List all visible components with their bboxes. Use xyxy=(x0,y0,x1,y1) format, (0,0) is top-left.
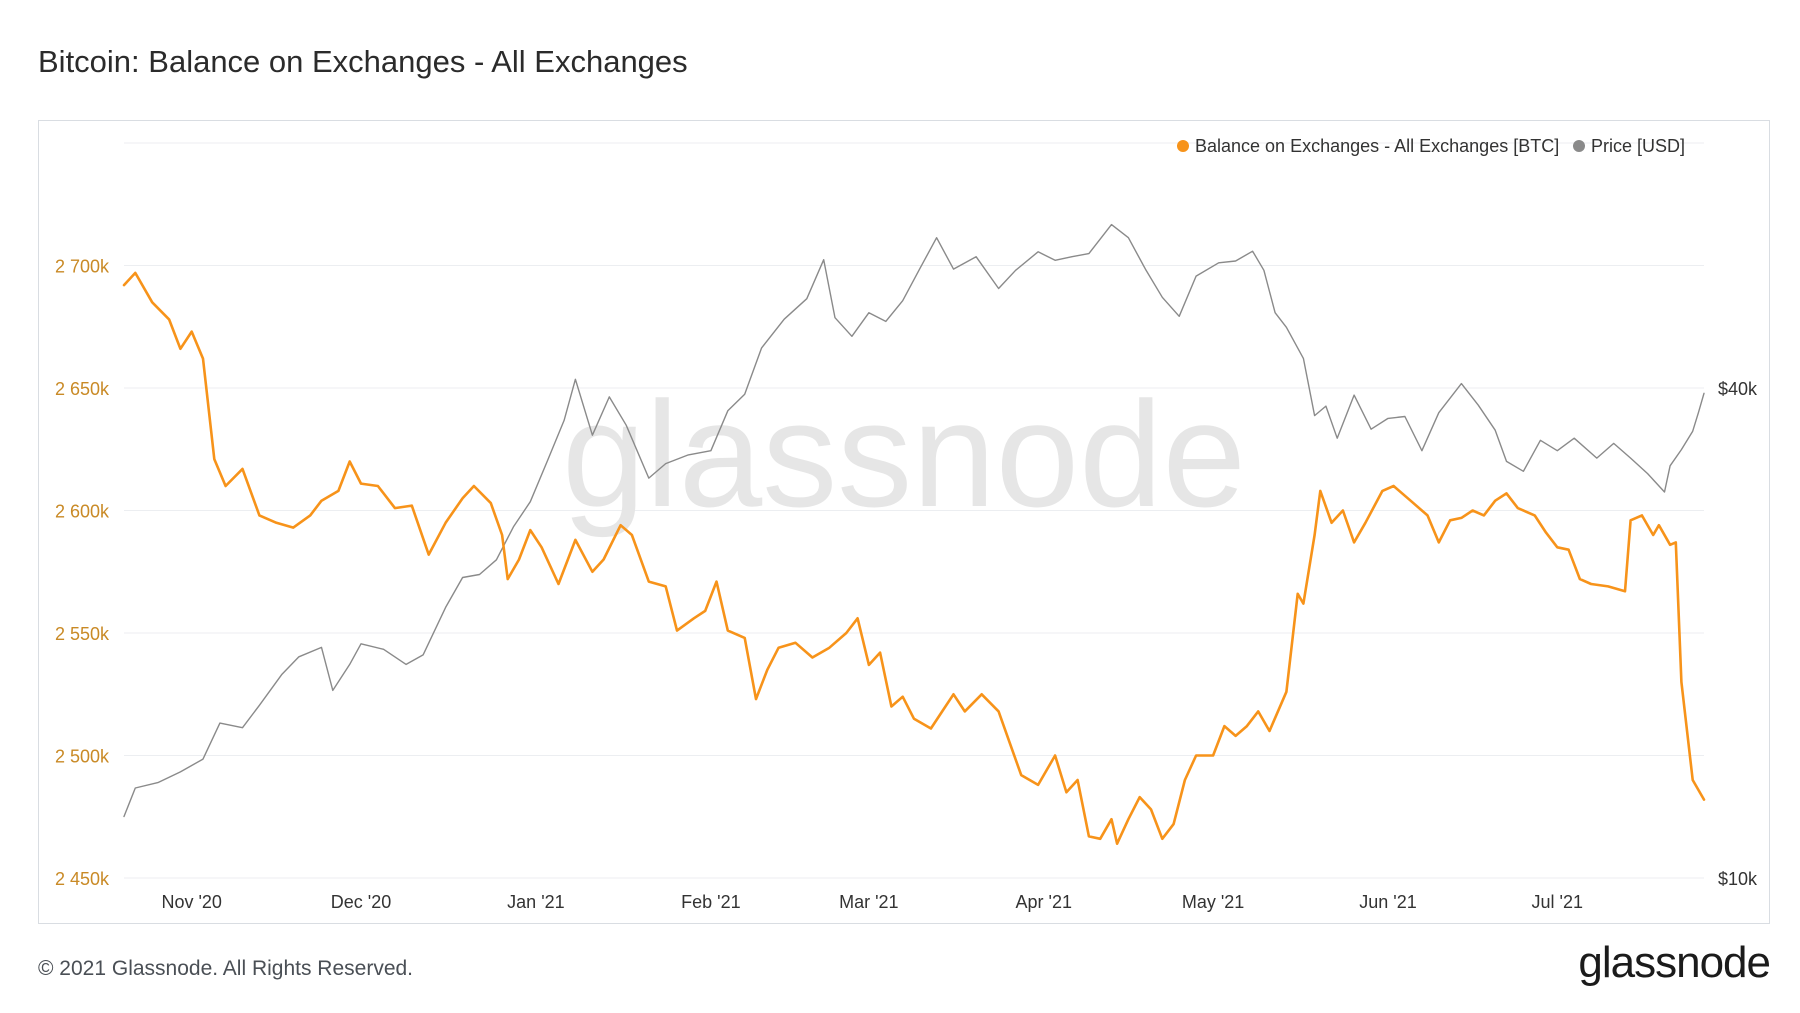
watermark-text: glassnode xyxy=(562,370,1246,538)
y-left-tick-label: 2 500k xyxy=(55,747,110,767)
x-tick-label: Jun '21 xyxy=(1359,892,1416,912)
legend-price-label: Price [USD] xyxy=(1591,136,1685,156)
copyright-text: © 2021 Glassnode. All Rights Reserved. xyxy=(38,957,414,980)
y-left-tick-label: 2 700k xyxy=(55,257,110,277)
legend-balance-marker xyxy=(1177,140,1189,152)
x-tick-label: May '21 xyxy=(1182,892,1244,912)
y-left-tick-label: 2 550k xyxy=(55,624,110,644)
x-tick-label: Mar '21 xyxy=(839,892,898,912)
y-left-tick-label: 2 600k xyxy=(55,502,110,522)
y-left-tick-label: 2 650k xyxy=(55,379,110,399)
y-left-tick-label: 2 450k xyxy=(55,869,110,889)
legend-balance-label: Balance on Exchanges - All Exchanges [BT… xyxy=(1195,136,1559,156)
chart-panel: glassnode 2 450k 2 500k 2 550k 2 600k 2 650k 2… xyxy=(38,120,1770,924)
page-title: Bitcoin: Balance on Exchanges - All Exch… xyxy=(38,44,688,79)
x-tick-label: Apr '21 xyxy=(1016,892,1072,912)
price-series-line xyxy=(123,223,1705,818)
legend-price-marker xyxy=(1573,140,1585,152)
x-tick-label: Feb '21 xyxy=(681,892,740,912)
y-right-tick-label: $40k xyxy=(1718,379,1758,399)
x-tick-label: Jan '21 xyxy=(507,892,564,912)
balance-series-line xyxy=(122,271,1706,845)
x-tick-label: Nov '20 xyxy=(161,892,221,912)
x-tick-label: Dec '20 xyxy=(331,892,391,912)
brand-logo: glassnode xyxy=(1578,938,1771,987)
x-tick-label: Jul '21 xyxy=(1532,892,1583,912)
y-right-tick-label: $10k xyxy=(1718,869,1758,889)
balance-price-chart: glassnode 2 450k 2 500k 2 550k 2 600k 2 650k 2… xyxy=(55,136,1758,912)
